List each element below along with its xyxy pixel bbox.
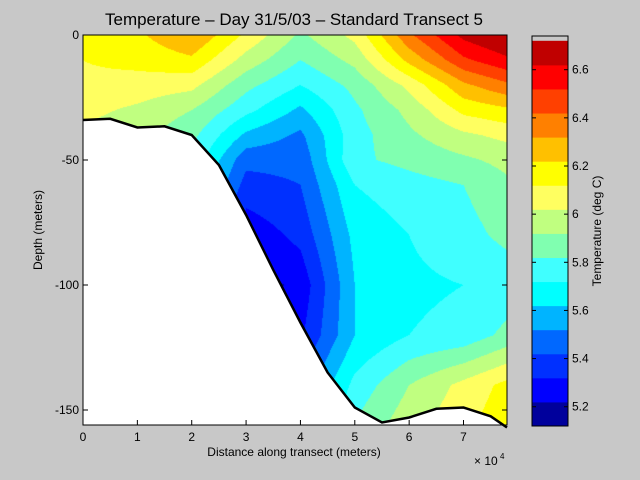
colorbar-band [532, 209, 568, 234]
colorbar-tick-label: 5.8 [572, 255, 589, 269]
colorbar-tick-label: 5.6 [572, 303, 589, 317]
y-axis: 0 -50 -100 -150 [55, 28, 507, 417]
x-tick-label: 1 [134, 430, 141, 444]
y-tick-label: -100 [55, 278, 79, 292]
colorbar-band [532, 233, 568, 258]
seabed-mask [83, 118, 507, 428]
colorbar-tick-label: 6.2 [572, 159, 589, 173]
x-multiplier-exponent: 4 [500, 452, 505, 461]
colorbar-band [532, 88, 568, 114]
colorbar-band [532, 281, 568, 307]
colorbar-tick-label: 6.6 [572, 63, 589, 77]
y-tick-label: -50 [62, 153, 80, 167]
y-axis-label: Depth (meters) [31, 190, 45, 270]
colorbar-band [532, 353, 568, 379]
bathymetry-line [82, 117, 508, 429]
x-tick-label: 2 [188, 430, 195, 444]
colorbar-band [532, 305, 568, 331]
colorbar-tick-label: 5.4 [572, 352, 589, 366]
x-tick-label: 5 [351, 430, 358, 444]
colorbar-band [532, 161, 568, 186]
colorbar-band [532, 40, 568, 66]
plot-frame [82, 34, 508, 426]
colorbar-band [532, 401, 568, 427]
colorbar-label: Temperature (deg C) [590, 176, 604, 287]
x-axis-label: Distance along transect (meters) [207, 445, 380, 459]
colorbar-band [532, 137, 568, 162]
colorbar-tick-label: 6 [572, 207, 579, 221]
y-tick-label: -150 [55, 403, 79, 417]
x-tick-label: 3 [243, 430, 250, 444]
colorbar: 5.2 5.4 5.6 5.8 6 6.2 6.4 6.6 [531, 35, 589, 427]
colorbar-frame [531, 35, 569, 427]
colorbar-band [532, 377, 568, 403]
colorbar-band [532, 185, 568, 210]
x-tick-label: 4 [297, 430, 304, 444]
x-tick-label: 0 [80, 430, 87, 444]
x-multiplier-label: × 10 [474, 454, 498, 468]
colorbar-band [532, 257, 568, 283]
colorbar-band [532, 64, 568, 90]
colorbar-band [532, 113, 568, 138]
colorbar-band [532, 329, 568, 355]
x-tick-label: 7 [460, 430, 467, 444]
colorbar-tick-label: 5.2 [572, 400, 589, 414]
chart-title: Temperature – Day 31/5/03 – Standard Tra… [105, 10, 483, 29]
y-tick-label: 0 [72, 28, 79, 42]
x-axis: 0 1 2 3 4 5 6 7 [80, 420, 467, 444]
x-tick-label: 6 [406, 430, 413, 444]
colorbar-tick-label: 6.4 [572, 111, 589, 125]
